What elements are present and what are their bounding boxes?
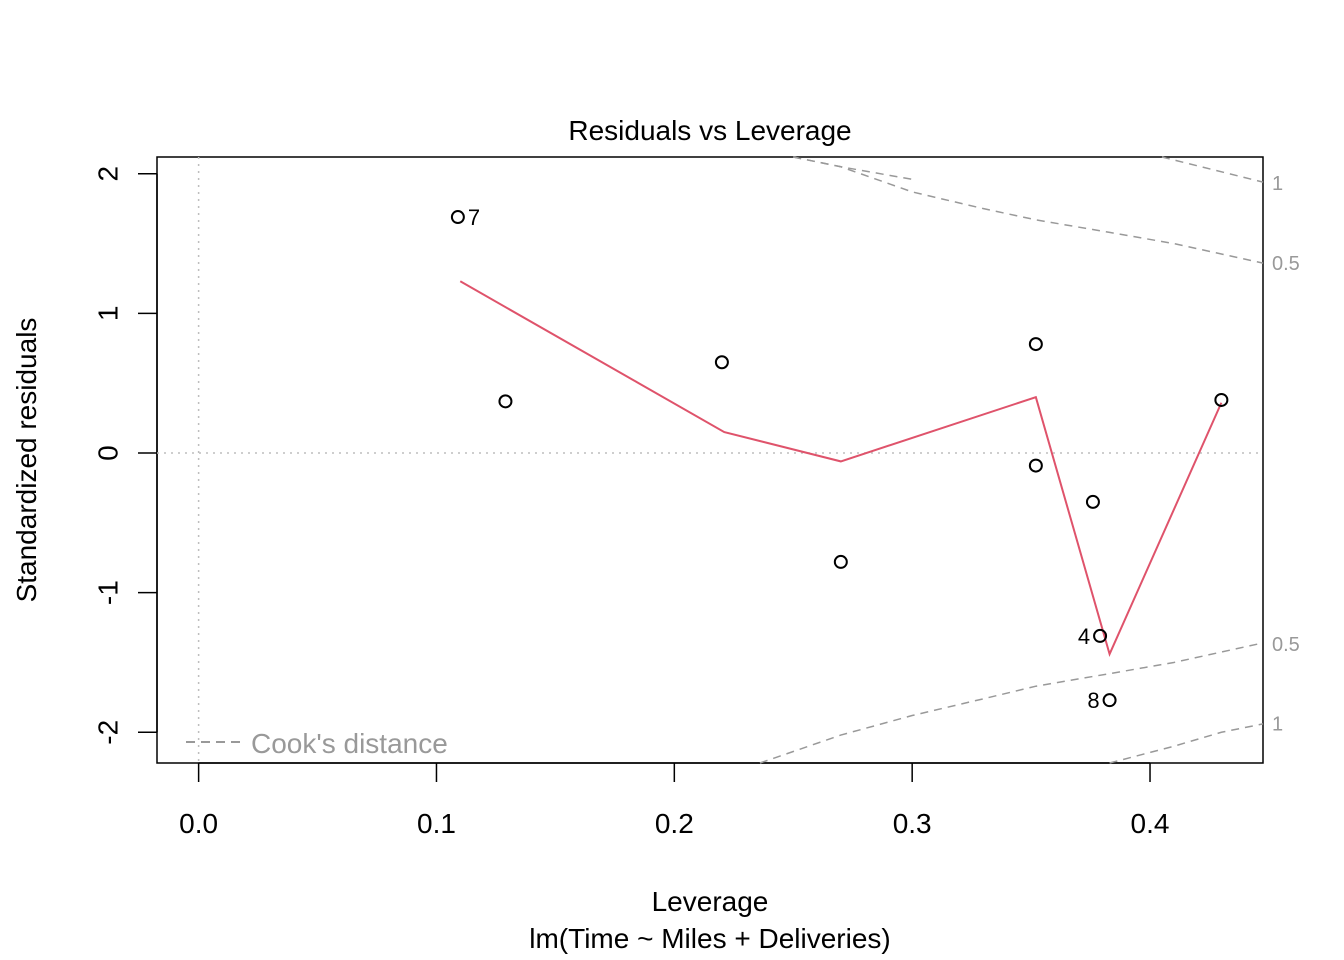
legend: Cook's distance — [186, 728, 448, 759]
cooks-distance-curves — [759, 156, 1264, 764]
smoother-line — [459, 280, 1223, 658]
point-labels: 7 4 8 — [468, 205, 1100, 713]
cooks-distance-curve-1 — [793, 156, 1264, 264]
data-point-label-7: 7 — [468, 205, 480, 230]
data-point-5 — [1028, 337, 1043, 352]
cooks-distance-level-label-0: 1 — [1272, 173, 1283, 195]
y-tick-label-3: -1 — [92, 580, 123, 605]
data-point-4 — [833, 554, 848, 569]
data-point-9 — [1102, 693, 1117, 708]
cooks-distance-level-labels: 1 0.5 0.5 1 — [1272, 173, 1300, 735]
y-tick-label-1: 1 — [92, 306, 123, 322]
data-point-10 — [1214, 392, 1229, 407]
cooks-distance-level-label-2: 0.5 — [1272, 634, 1300, 656]
cooks-distance-curve-3 — [1109, 723, 1264, 764]
x-tick-label-3: 0.3 — [893, 808, 932, 839]
data-point-2 — [498, 394, 513, 409]
cooks-distance-curve-2 — [759, 642, 1264, 764]
data-point-8 — [1093, 628, 1108, 643]
y-axis-label: Standardized residuals — [11, 318, 42, 603]
legend-cooks-distance-label: Cook's distance — [251, 728, 448, 759]
x-axis-label: Leverage — [652, 886, 769, 917]
y-axis: 2 1 0 -1 -2 — [92, 166, 158, 745]
cooks-distance-upper-level-1-right-curve — [1161, 156, 1264, 183]
y-tick-label-2: 0 — [92, 445, 123, 461]
data-point-3 — [714, 355, 729, 370]
data-point-label-4: 4 — [1078, 624, 1090, 649]
y-tick-label-4: -2 — [92, 720, 123, 745]
data-point-1 — [450, 210, 465, 225]
x-tick-label-4: 0.4 — [1131, 808, 1170, 839]
cooks-distance-level-label-1: 0.5 — [1272, 253, 1300, 275]
x-axis-subtitle: lm(Time ~ Miles + Deliveries) — [529, 923, 890, 954]
x-tick-label-1: 0.1 — [417, 808, 456, 839]
y-tick-label-0: 2 — [92, 166, 123, 182]
x-tick-label-2: 0.2 — [655, 808, 694, 839]
data-point-7 — [1085, 494, 1100, 509]
x-tick-label-0: 0.0 — [179, 808, 218, 839]
smoother-layer — [459, 280, 1223, 658]
reference-lines — [157, 157, 1263, 763]
chart-title: Residuals vs Leverage — [568, 115, 851, 146]
points-layer — [450, 210, 1229, 708]
data-point-6 — [1028, 458, 1043, 473]
data-point-label-8: 8 — [1087, 688, 1099, 713]
x-axis: 0.0 0.1 0.2 0.3 0.4 — [179, 762, 1170, 839]
plot-frame — [156, 156, 1264, 764]
cooks-distance-level-label-3: 1 — [1272, 714, 1283, 736]
